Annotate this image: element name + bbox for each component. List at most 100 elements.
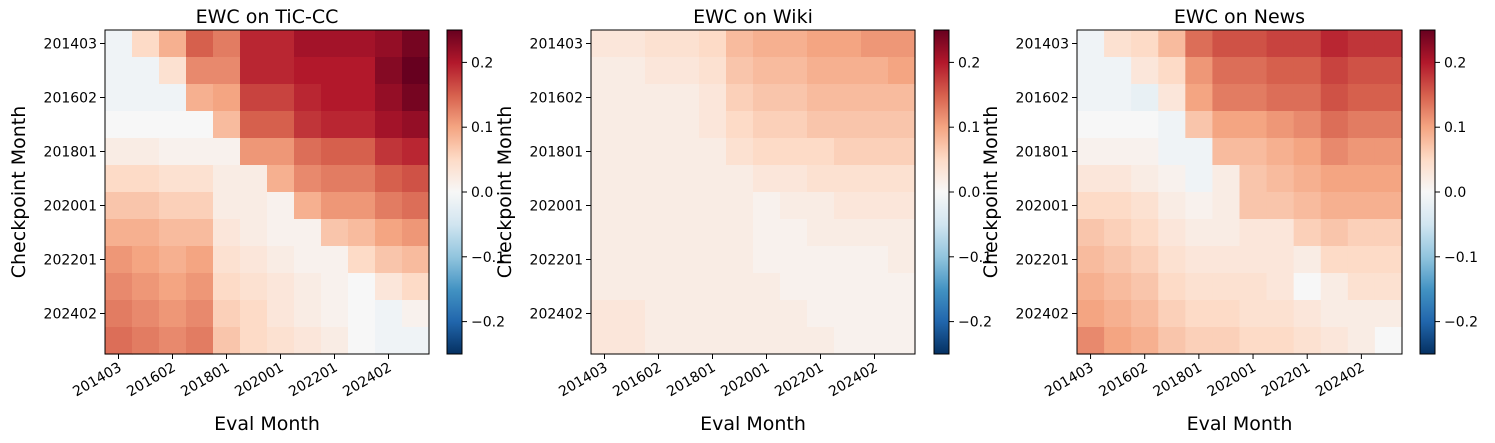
heatmap-cell — [1077, 246, 1105, 274]
heatmap-cell — [1077, 165, 1105, 193]
heatmap-cell — [888, 327, 916, 355]
colorbar-tick-label: −0.2 — [958, 315, 992, 331]
heatmap-cell — [240, 30, 268, 58]
heatmap-cell — [645, 300, 673, 328]
heatmap-cell — [672, 300, 700, 328]
colorbar-gradient — [1420, 30, 1435, 354]
heatmap-cell — [1158, 246, 1186, 274]
y-tick-label: 202201 — [44, 253, 97, 269]
heatmap-cell — [213, 192, 241, 220]
heatmap-cell — [213, 165, 241, 193]
x-tick-label: 202001 — [232, 360, 286, 401]
heatmap-cell — [159, 192, 187, 220]
heatmap-cell — [294, 327, 322, 355]
heatmap-cell — [645, 111, 673, 139]
heatmap-cell — [1347, 138, 1376, 166]
heatmap-cell — [645, 219, 673, 247]
heatmap-cell — [240, 273, 268, 301]
heatmap-cell — [699, 138, 727, 166]
heatmap-cell — [1239, 30, 1268, 58]
heatmap-cell — [1293, 273, 1322, 301]
heatmap-cell — [1212, 165, 1241, 193]
heatmap-cell — [591, 273, 619, 301]
heatmap-cell — [726, 165, 754, 193]
heatmap-cell — [1239, 300, 1268, 328]
heatmap-cell — [753, 300, 781, 328]
heatmap-cell — [1347, 165, 1376, 193]
chart-title: EWC on News — [1174, 6, 1305, 28]
heatmap-cell — [1320, 165, 1349, 193]
heatmap-cell — [132, 219, 160, 247]
heatmap-cell — [888, 84, 916, 112]
heatmap-cell — [1293, 111, 1322, 139]
heatmap-cell — [240, 300, 268, 328]
heatmap-cell — [672, 192, 700, 220]
heatmap-cell — [753, 219, 781, 247]
heatmap-cell — [1212, 138, 1241, 166]
heatmap-cell — [159, 165, 187, 193]
heatmap-cell — [780, 84, 808, 112]
heatmap-cell — [1320, 192, 1349, 220]
heatmap-cell — [402, 30, 430, 58]
heatmap-cell — [402, 192, 430, 220]
heatmap-cell — [213, 138, 241, 166]
heatmap-cell — [213, 30, 241, 58]
heatmap-cell — [753, 30, 781, 58]
heatmap-cell — [1077, 30, 1105, 58]
heatmap-cell — [645, 192, 673, 220]
heatmap-cell — [267, 138, 295, 166]
heatmap-cell — [618, 57, 646, 85]
heatmap-cell — [888, 138, 916, 166]
heatmap-cell — [861, 84, 889, 112]
heatmap-cell — [591, 192, 619, 220]
heatmap-cell — [672, 84, 700, 112]
heatmap-cell — [618, 300, 646, 328]
y-tick-label: 202001 — [530, 199, 583, 215]
heatmap-cell — [591, 57, 619, 85]
heatmap-cell — [780, 111, 808, 139]
heatmap-cell — [1320, 57, 1349, 85]
heatmap-cell — [618, 192, 646, 220]
heatmap-cell — [132, 300, 160, 328]
plot-frame — [590, 29, 916, 355]
heatmap-cell — [348, 300, 376, 328]
heatmap-cell — [321, 300, 349, 328]
x-tick-label: 202402 — [826, 360, 880, 401]
colorbar: −0.2 −0.1 0.0 0.1 0.2 — [446, 29, 505, 355]
heatmap-cell — [159, 273, 187, 301]
heatmap-cell — [375, 327, 403, 355]
y-tick-label: 202201 — [1016, 253, 1069, 269]
heatmap-cell — [888, 246, 916, 274]
heatmap-cell — [321, 111, 349, 139]
heatmap-cell — [375, 219, 403, 247]
heatmap-cell — [267, 273, 295, 301]
x-tick-label: 201602 — [1096, 360, 1150, 401]
heatmap-cells — [591, 30, 916, 355]
heatmap-cell — [213, 327, 241, 355]
heatmap-cell — [888, 219, 916, 247]
heatmap-cell — [348, 246, 376, 274]
heatmap-cell — [1158, 84, 1186, 112]
heatmap-cell — [1320, 138, 1349, 166]
heatmap-cell — [1077, 327, 1105, 355]
heatmap-cell — [1158, 300, 1186, 328]
heatmap-cell — [132, 111, 160, 139]
heatmap-cell — [1077, 219, 1105, 247]
plot-frame — [1076, 29, 1403, 355]
heatmap-cell — [321, 219, 349, 247]
heatmap-cell — [1347, 192, 1376, 220]
heatmap-cell — [105, 57, 133, 85]
heatmap-cell — [1185, 300, 1214, 328]
heatmap-cell — [780, 192, 808, 220]
heatmap-cell — [699, 273, 727, 301]
heatmap-cell — [780, 300, 808, 328]
heatmap-cell — [780, 57, 808, 85]
heatmap-cell — [1158, 57, 1186, 85]
heatmap-cell — [159, 327, 187, 355]
heatmap-cell — [780, 165, 808, 193]
heatmap-cell — [1293, 138, 1322, 166]
heatmap-cell — [861, 219, 889, 247]
x-tick-label: 201602 — [610, 360, 664, 401]
heatmap-cell — [726, 138, 754, 166]
